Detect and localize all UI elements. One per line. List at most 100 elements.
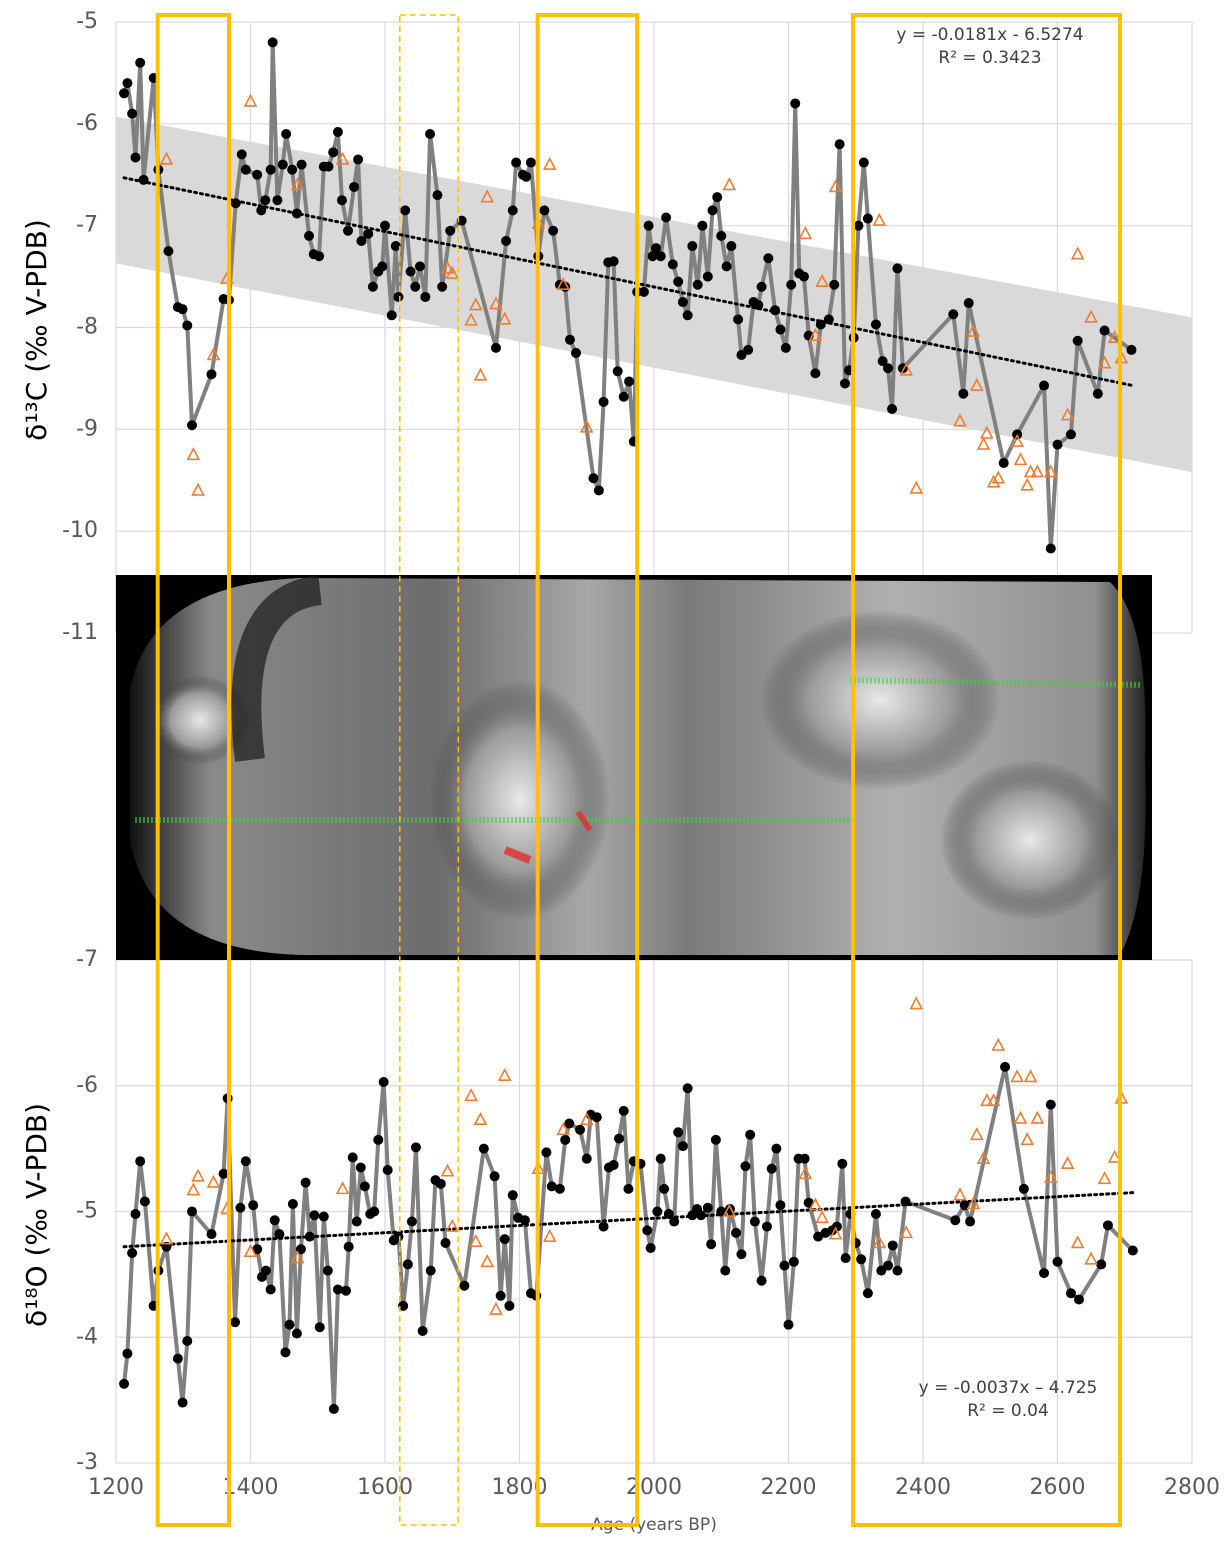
data-point [986,1093,1001,1107]
data-point [779,1260,790,1271]
equation-annotation: y = -0.0181x - 6.5274 [896,25,1083,45]
data-point [295,1244,306,1255]
data-point [909,996,924,1010]
data-point [328,147,339,158]
data-point [823,314,834,325]
data-point [763,253,774,264]
data-point [390,241,401,252]
data-point [335,151,350,165]
data-point [775,1200,786,1211]
data-point [753,300,764,311]
data-point [770,305,781,316]
data-point [892,263,903,274]
data-point [1099,325,1110,336]
data-point [642,1225,653,1236]
data-point [159,151,174,165]
data-point [1023,1069,1038,1083]
data-point [218,1168,229,1179]
data-point [991,1037,1006,1051]
data-point [1074,1294,1085,1305]
data-point [440,1237,451,1248]
data-point [539,205,550,216]
data-point [119,88,130,99]
data-point [489,1171,500,1182]
data-point [489,296,503,310]
data-point [710,1134,721,1145]
data-point [682,1083,693,1094]
data-point [870,319,881,330]
data-point [182,1336,193,1347]
data-point [274,1229,285,1240]
data-point [349,181,360,192]
data-point [356,235,367,246]
data-point [135,57,146,68]
data-point [206,369,217,380]
data-point [837,1158,848,1169]
data-point [647,251,658,262]
data-point [497,1067,512,1081]
data-point [716,230,727,241]
data-point [652,1206,663,1217]
data-point [1084,1251,1098,1265]
data-point [314,1322,325,1333]
data-point [243,93,258,107]
data-point [856,1254,867,1265]
data-point [304,230,315,241]
data-point [579,419,594,433]
data-point [548,225,559,236]
stalagmite-photo [116,575,1152,960]
y-tick-label: -10 [62,518,98,543]
data-point [480,1254,495,1268]
data-point [810,368,821,379]
data-point [440,1163,455,1177]
data-point [1030,464,1045,478]
data-point [839,378,850,389]
data-point [877,356,888,367]
data-point [743,344,754,355]
data-point [560,1134,571,1145]
data-point [191,1168,205,1182]
photo-highlight [430,680,610,920]
data-point [1013,452,1028,466]
data-point [206,347,221,361]
data-point [420,291,431,302]
data-point [834,139,845,150]
data-point [248,1200,259,1211]
data-point [398,1300,409,1311]
data-point [332,126,343,137]
data-point [267,37,278,48]
data-point [425,129,436,140]
data-point [378,1076,389,1087]
data-point [287,1198,298,1209]
data-point [643,220,654,231]
data-point [425,1265,436,1276]
photo-track [849,677,1141,688]
data-point [1107,329,1122,343]
data-point [300,1177,311,1188]
data-point [870,1209,881,1220]
data-point [682,310,693,321]
data-point [328,1403,339,1414]
x-tick-label: 1400 [223,1475,279,1500]
data-point [405,266,416,277]
data-point [382,1165,393,1176]
data-point [1065,429,1076,440]
x-tick-label: 2800 [1164,1475,1220,1500]
y-tick-label: -7 [76,213,98,238]
data-point [393,1231,404,1242]
data-point [191,482,205,496]
data-point [726,241,737,252]
data-point [564,334,575,345]
data-point [414,261,425,272]
x-axis-label: Age (years BP) [591,1515,717,1535]
data-point [712,192,723,203]
x-tick-label: 1600 [357,1475,413,1500]
data-point [359,1181,370,1192]
data-point [673,1127,684,1138]
data-point [687,241,698,252]
data-point [332,1284,343,1295]
data-point [236,149,247,160]
data-point [489,1301,503,1315]
